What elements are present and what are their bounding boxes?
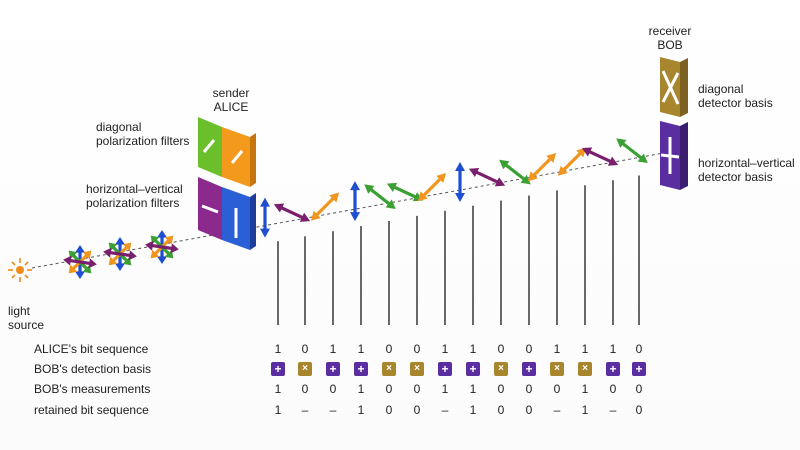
photon-1 (260, 197, 270, 238)
photon-3 (310, 192, 340, 221)
alice-bits-cell: 1 (441, 342, 449, 356)
photon-7 (417, 173, 447, 202)
cross-basis-icon: × (298, 362, 312, 376)
photon-11 (527, 152, 557, 182)
retained-cell: 0 (497, 403, 505, 417)
retained-cell: 0 (413, 403, 421, 417)
beam-line (31, 149, 681, 269)
photon-4 (350, 181, 360, 222)
plus-basis-icon: + (326, 362, 340, 376)
retained-cell: 0 (525, 403, 533, 417)
alice-bits-cell: 1 (329, 342, 337, 356)
plus-basis-icon: + (522, 362, 536, 376)
light-source-label: light source (8, 304, 45, 332)
light-source-icon (8, 258, 32, 282)
photon-2 (273, 203, 311, 222)
receiver-label: receiver BOB (648, 24, 692, 52)
bob-measurements-cell: 0 (413, 382, 421, 396)
retained-cell: 0 (635, 403, 643, 417)
bob-measurements-cell: 0 (553, 382, 561, 396)
alice-bits-cell: 1 (553, 342, 561, 356)
plus-basis-icon: + (606, 362, 620, 376)
bob-hv-detector (660, 121, 688, 190)
alice-bits-cell: 0 (301, 342, 309, 356)
bob-measurements-cell: 0 (525, 382, 533, 396)
bob-measurements-cell: 1 (581, 382, 589, 396)
bob-measurements-cell: 0 (609, 382, 617, 396)
photon-9 (468, 167, 506, 187)
diagonal-filters-label: diagonal polarization filters (96, 120, 190, 148)
alice-bits-cell: 1 (274, 342, 282, 356)
diagonal-detector-label: diagonal detector basis (698, 82, 773, 110)
row-label-alice-bits: ALICE's bit sequence (34, 342, 149, 356)
plus-basis-icon: + (354, 362, 368, 376)
row-label-retained: retained bit sequence (34, 403, 149, 417)
photon-8 (455, 162, 465, 203)
alice-bits-cell: 0 (497, 342, 505, 356)
photon-5 (364, 184, 396, 209)
retained-cell: – (553, 403, 561, 417)
retained-cell: 1 (357, 403, 365, 417)
bob-measurements-cell: 0 (329, 382, 337, 396)
bob-measurements-cell: 0 (635, 382, 643, 396)
unpolarized-photon-horizontal-2 (145, 240, 179, 254)
bob-diagonal-detector (660, 57, 688, 117)
bob-measurements-cell: 0 (301, 382, 309, 396)
cross-basis-icon: × (410, 362, 424, 376)
plus-basis-icon: + (466, 362, 480, 376)
plus-basis-icon: + (438, 362, 452, 376)
bob-measurements-cell: 0 (497, 382, 505, 396)
alice-bits-cell: 1 (581, 342, 589, 356)
cross-basis-icon: × (382, 362, 396, 376)
retained-cell: – (301, 403, 309, 417)
cross-basis-icon: × (494, 362, 508, 376)
alice-bits-cell: 0 (635, 342, 643, 356)
photon-14 (616, 138, 648, 164)
plus-basis-icon: + (271, 362, 285, 376)
alice-bits-cell: 1 (469, 342, 477, 356)
hv-filters-label: horizontal–vertical polarization filters (86, 182, 183, 210)
alice-bits-cell: 1 (357, 342, 365, 356)
alice-bits-cell: 1 (609, 342, 617, 356)
bob-measurements-cell: 0 (385, 382, 393, 396)
unpolarized-photon-horizontal-0 (63, 255, 97, 269)
retained-cell: 0 (385, 403, 393, 417)
photon-stems (277, 175, 640, 325)
cross-basis-icon: × (550, 362, 564, 376)
unpolarized-photon-horizontal-1 (103, 247, 137, 261)
photon-6 (386, 182, 424, 202)
alice-bits-cell: 0 (385, 342, 393, 356)
retained-cell: – (329, 403, 337, 417)
bob-measurements-cell: 1 (469, 382, 477, 396)
hv-detector-label: horizontal–vertical detector basis (698, 156, 795, 184)
bob-measurements-cell: 1 (441, 382, 449, 396)
bob-measurements-cell: 1 (274, 382, 282, 396)
alice-bits-cell: 0 (413, 342, 421, 356)
photon-10 (499, 159, 531, 185)
plus-basis-icon: + (632, 362, 646, 376)
photon-13 (581, 147, 619, 166)
alice-bits-cell: 0 (525, 342, 533, 356)
unpolarized-photons (63, 230, 179, 279)
polarized-photons (260, 138, 648, 238)
alice-diagonal-filters (198, 117, 256, 187)
retained-cell: 1 (581, 403, 589, 417)
retained-cell: – (609, 403, 617, 417)
cross-basis-icon: × (578, 362, 592, 376)
sender-label: sender ALICE (212, 86, 250, 114)
bob-measurements-cell: 1 (357, 382, 365, 396)
retained-cell: 1 (469, 403, 477, 417)
row-label-bob-basis: BOB's detection basis (34, 362, 152, 376)
retained-cell: – (441, 403, 449, 417)
photon-12 (557, 147, 587, 176)
row-label-bob-measurements: BOB's measurements (34, 382, 151, 396)
alice-hv-filters (198, 177, 256, 250)
retained-cell: 1 (274, 403, 282, 417)
